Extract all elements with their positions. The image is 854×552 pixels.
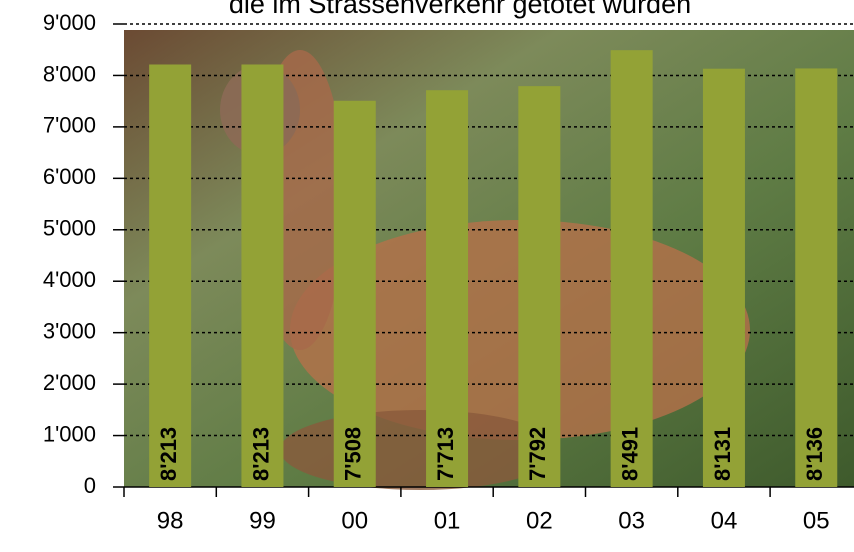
y-tick-label: 5'000 [43, 216, 96, 241]
bar [702, 68, 745, 487]
x-tick-label: 98 [157, 507, 184, 534]
x-tick-label: 05 [803, 507, 830, 534]
value-label: 8'136 [802, 427, 827, 481]
x-tick-label: 99 [249, 507, 276, 534]
x-tick-label: 03 [618, 507, 645, 534]
chart-title: die im Strassenverkehr getötet wurden [229, 0, 691, 19]
value-label: 8'213 [156, 427, 181, 481]
y-tick-label: 6'000 [43, 164, 96, 189]
bar [426, 90, 469, 488]
y-tick-label: 9'000 [43, 10, 96, 35]
x-tick-label: 04 [711, 507, 738, 534]
bar [518, 86, 561, 487]
bar [241, 64, 284, 487]
y-tick-label: 0 [84, 473, 96, 498]
bar [795, 68, 838, 487]
value-label: 7'508 [341, 427, 366, 481]
bar [610, 50, 653, 488]
y-tick-label: 1'000 [43, 421, 96, 446]
y-tick-label: 2'000 [43, 370, 96, 395]
bar [149, 64, 192, 487]
value-label: 7'713 [433, 427, 458, 481]
y-tick-label: 4'000 [43, 267, 96, 292]
x-tick-label: 02 [526, 507, 553, 534]
value-label: 8'491 [617, 427, 642, 481]
bar [333, 100, 376, 487]
value-label: 8'213 [248, 427, 273, 481]
y-tick-label: 3'000 [43, 318, 96, 343]
value-label: 8'131 [710, 427, 735, 481]
x-tick-label: 00 [341, 507, 368, 534]
y-tick-label: 7'000 [43, 113, 96, 138]
y-tick-label: 8'000 [43, 61, 96, 86]
x-tick-label: 01 [434, 507, 461, 534]
value-label: 7'792 [525, 427, 550, 481]
